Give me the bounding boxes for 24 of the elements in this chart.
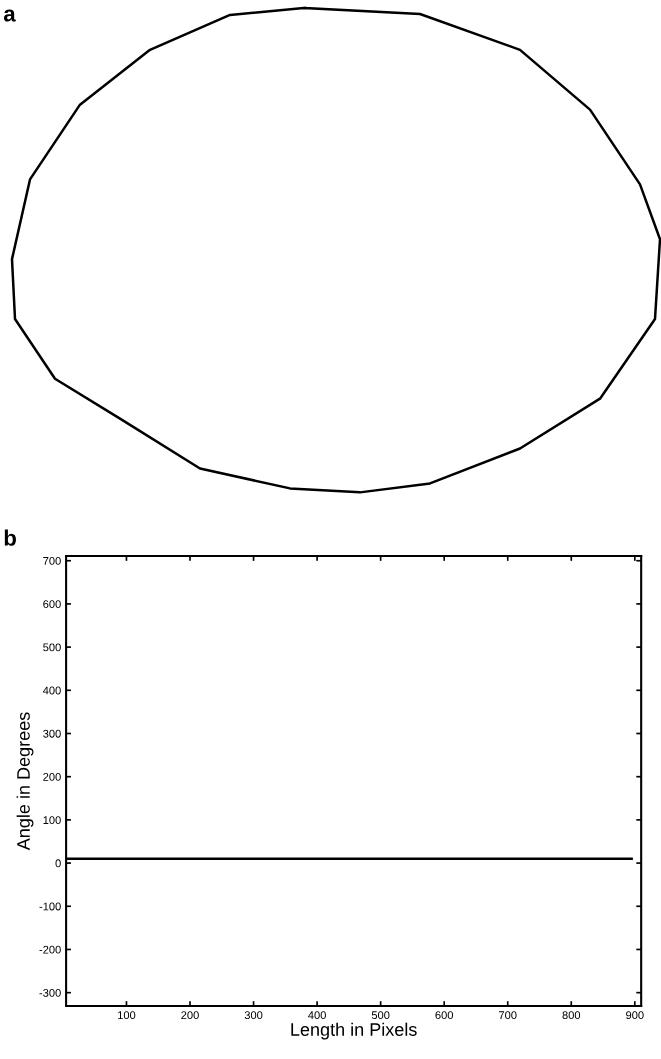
text: b: [4, 529, 16, 546]
y-tick-label: 500: [43, 643, 61, 652]
y-tick-label: 0: [55, 859, 61, 868]
x-tick-label: 100: [118, 1011, 136, 1020]
x-tick-label: 500: [371, 1011, 390, 1020]
y-tick-label: 400: [42, 686, 61, 695]
x-tick-label: 400: [308, 1011, 326, 1020]
y-tick-label: 600: [43, 600, 61, 609]
x-tick-label: 700: [499, 1011, 517, 1020]
x-tick-label: 800: [562, 1011, 581, 1020]
y-tick-label: 200: [43, 772, 61, 781]
x-tick-label: 600: [435, 1011, 454, 1020]
x-tick-label: 900: [626, 1011, 644, 1020]
y-tick-label: -100: [39, 902, 61, 911]
x-axis-title: Length in Pixels: [291, 1022, 417, 1040]
text: a: [3, 9, 16, 22]
y-axis-title: Angle in Degrees: [16, 712, 34, 851]
y-tick-label: 100: [43, 816, 61, 825]
y-tick-label: 700: [43, 556, 61, 565]
y-tick-label: 300: [43, 729, 61, 738]
x-tick-label: 200: [181, 1011, 199, 1020]
y-tick-label: -200: [39, 945, 61, 954]
y-tick-label: -300: [39, 988, 61, 997]
x-tick-label: 300: [244, 1011, 263, 1020]
